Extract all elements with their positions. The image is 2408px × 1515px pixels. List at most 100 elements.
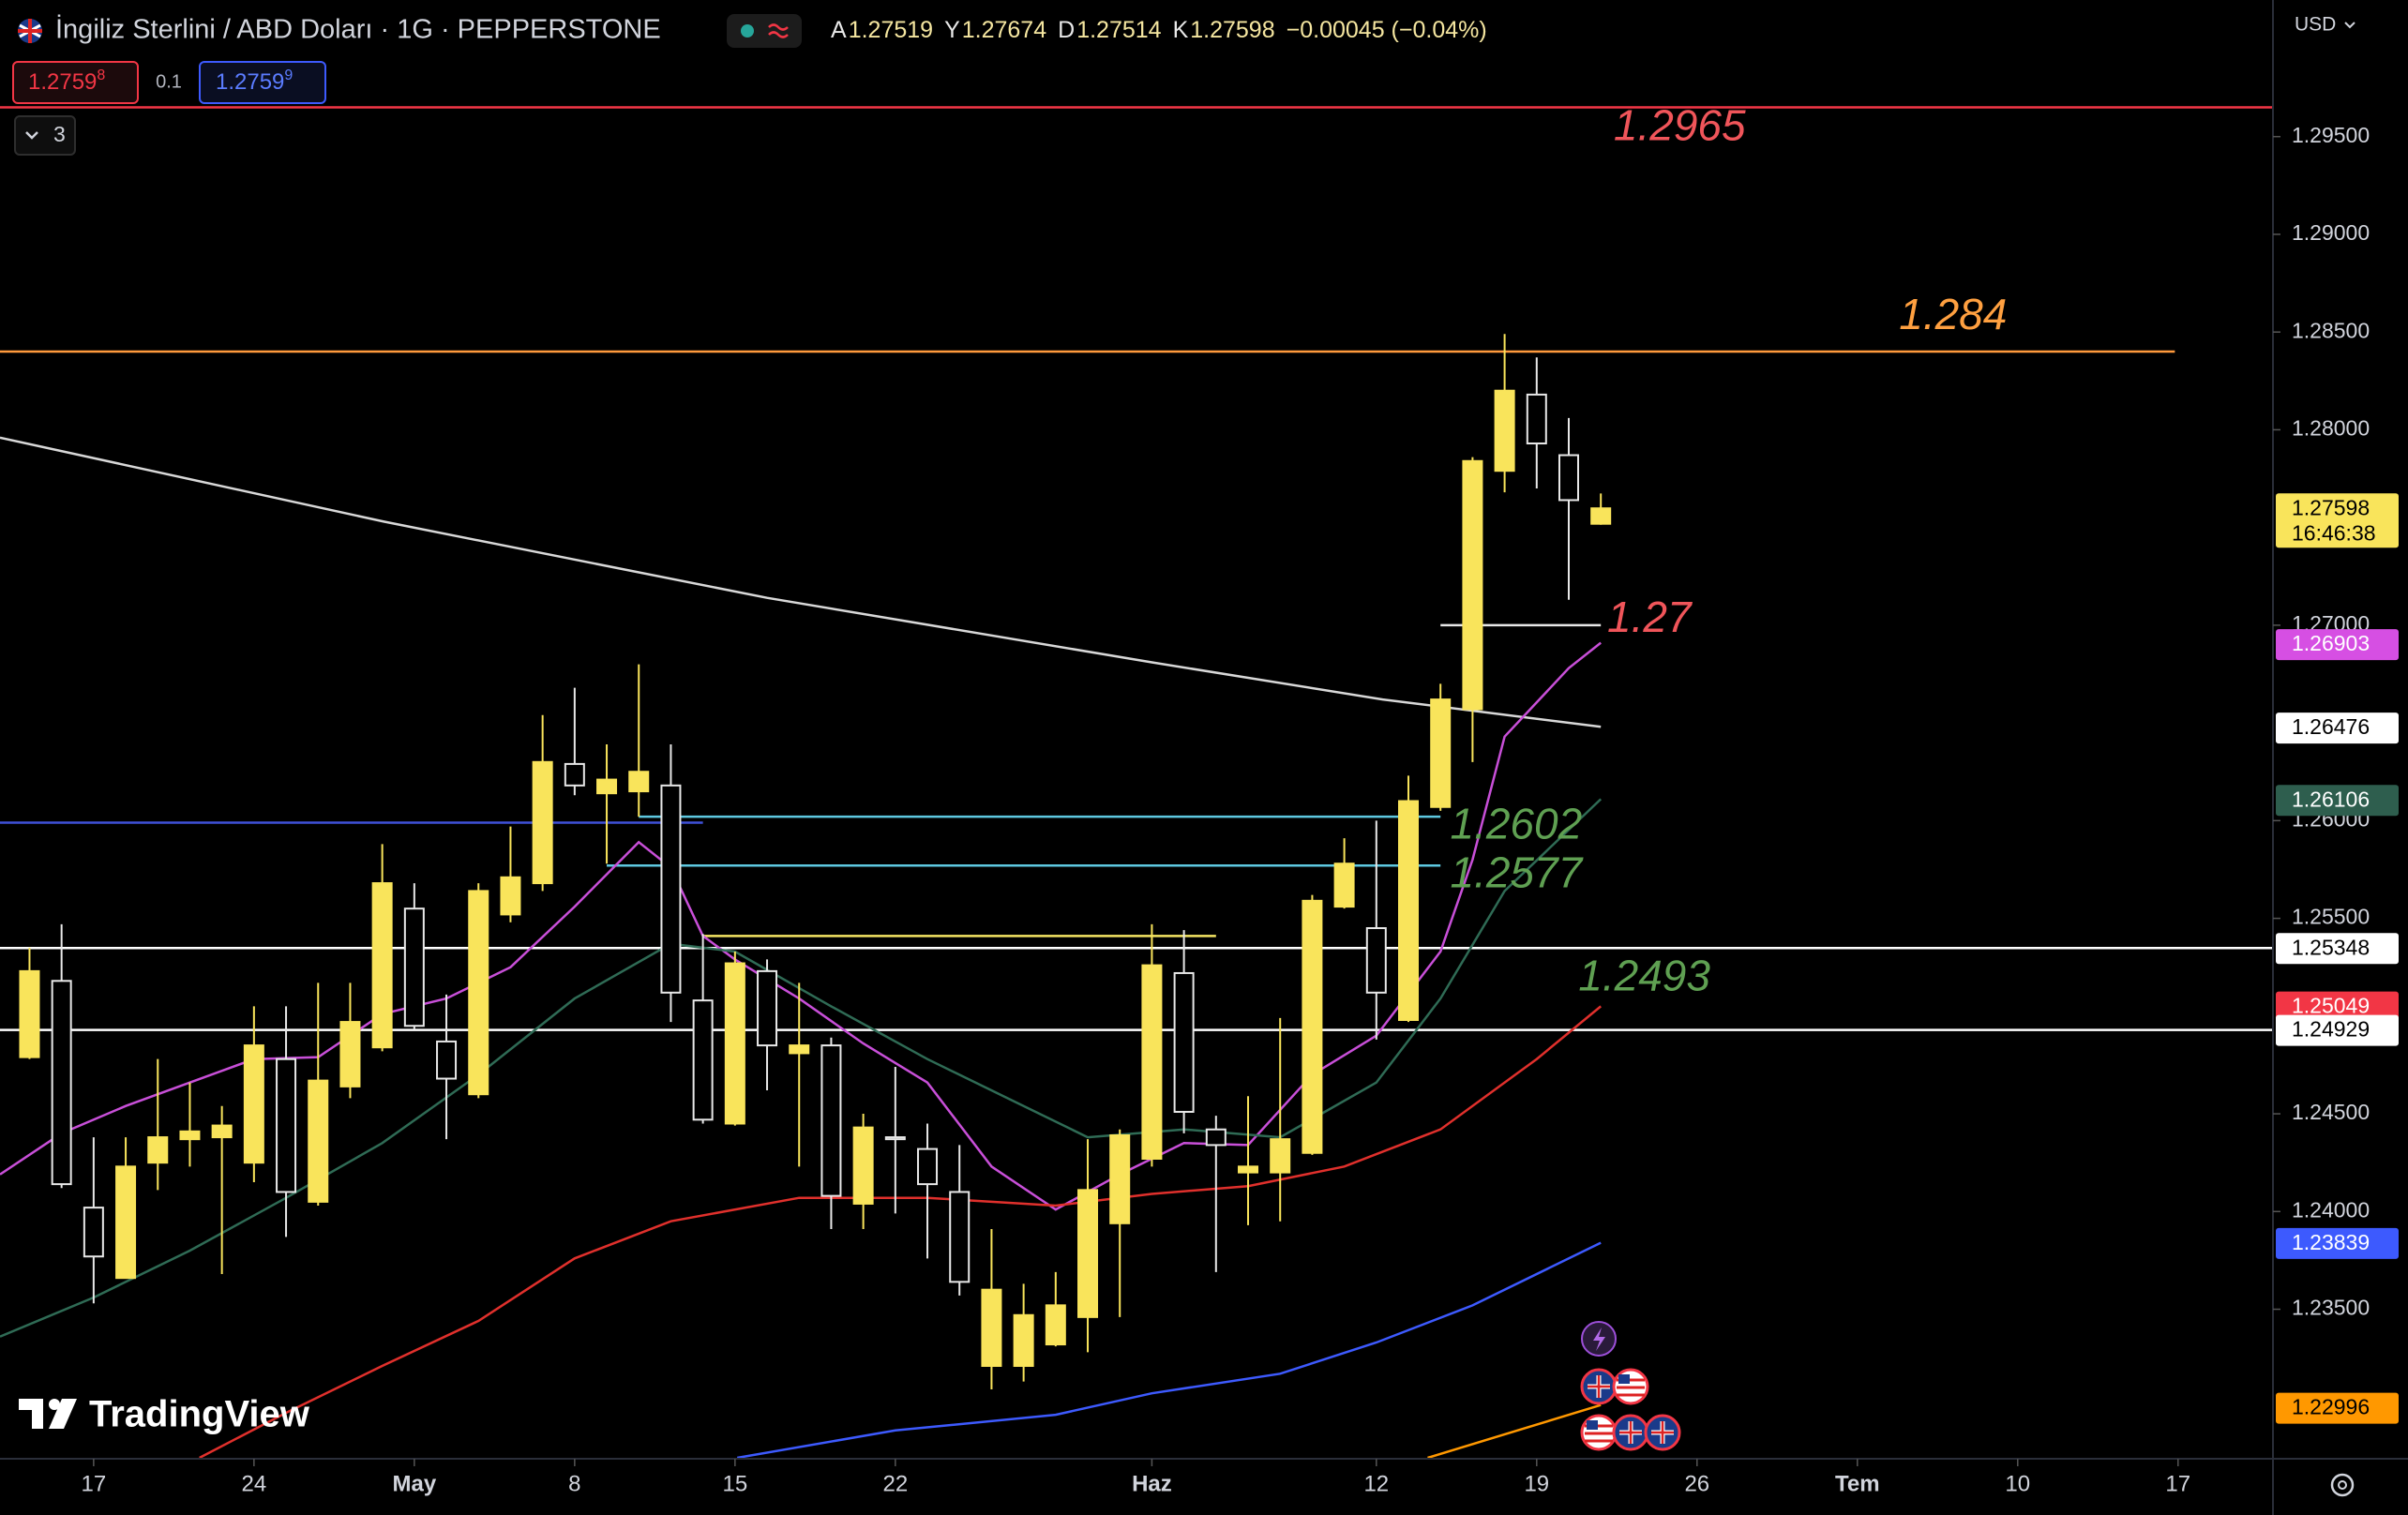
price-badge-box [2276, 712, 2399, 744]
flag-uk[interactable] [1644, 1414, 1681, 1451]
candle-body [1494, 389, 1515, 472]
price-badge-label: 1.24929 [2292, 1017, 2370, 1042]
level-annotation: 1.2577 [1450, 848, 1583, 896]
candle-body [243, 1044, 264, 1164]
candle-body [820, 1044, 842, 1197]
candle-body [371, 882, 393, 1049]
y-tick-label: 1.24500 [2292, 1100, 2370, 1124]
candle-body [211, 1124, 233, 1139]
price-badge-box [2276, 1014, 2399, 1046]
indicators-toggle[interactable]: 3 [14, 115, 76, 156]
candle-body [1526, 393, 1547, 445]
price-badge-box [2276, 629, 2399, 661]
price-badge-box [2276, 1392, 2399, 1424]
price-badge-label: 1.26903 [2292, 631, 2370, 655]
candle-body [83, 1207, 104, 1258]
change: −0.00045 (−0.04%) [1287, 17, 1487, 43]
candle-body [1590, 507, 1612, 525]
x-tick-label: 17 [2165, 1471, 2190, 1496]
x-tick-label: 17 [82, 1471, 107, 1496]
price-badge: 1.26903 [2276, 629, 2399, 661]
buy-price[interactable]: 1.27599 [216, 68, 293, 95]
y-tick-label: 1.29500 [2292, 123, 2370, 147]
candle-body [532, 760, 553, 885]
currency[interactable]: USD [2295, 14, 2336, 36]
symbol-title: İngiliz Sterlini / ABD Doları · 1G · PEP… [55, 14, 661, 45]
candle-body [789, 1044, 810, 1055]
events[interactable] [1580, 1321, 1681, 1451]
candle-body [884, 1136, 906, 1141]
price-badge-label: 1.22996 [2292, 1395, 2370, 1419]
price-badge-box [2276, 1227, 2399, 1259]
logo: TradingView [19, 1394, 310, 1435]
currency-selector[interactable]: USD [2295, 14, 2355, 36]
candle-body [596, 778, 618, 795]
level-annotation: 1.284 [1899, 290, 2007, 338]
flag-us[interactable] [1580, 1414, 1618, 1451]
ohlc-value: 1.27674 [962, 17, 1046, 43]
price-badge-box [2276, 785, 2399, 817]
price-badge: 1.22996 [2276, 1392, 2399, 1424]
pip[interactable]: 9 [284, 68, 293, 83]
price[interactable]: 1.2759 [216, 69, 284, 95]
ohlc-value: 1.27519 [849, 17, 933, 43]
candle-body [628, 771, 650, 793]
candle-body [1205, 1128, 1227, 1147]
price-badge-box [2276, 991, 2399, 1023]
candle-body [1398, 800, 1420, 1021]
pip[interactable]: 8 [97, 68, 105, 83]
candle-body [757, 969, 778, 1047]
price-badge: 1.25348 [2276, 933, 2399, 965]
symbol-flag [18, 19, 42, 43]
sell-button[interactable]: 1.27598 [12, 61, 139, 104]
price[interactable]: 1.2759 [28, 69, 97, 95]
x-tick-label: 10 [2005, 1471, 2030, 1496]
y-tick-label: 1.28000 [2292, 415, 2370, 440]
flag-us[interactable] [1612, 1368, 1649, 1405]
candle-body [115, 1165, 137, 1280]
ohlc-label: Y [944, 17, 960, 43]
level-annotation: 1.27 [1607, 592, 1693, 641]
candle-body [19, 969, 40, 1058]
candle-body [1045, 1304, 1066, 1346]
x-tick-label: 8 [568, 1471, 580, 1496]
candle-body [1141, 964, 1163, 1161]
candle-body [949, 1191, 971, 1283]
status-badge[interactable] [727, 14, 802, 48]
candle-body [500, 876, 521, 916]
flag-uk[interactable] [1612, 1414, 1649, 1451]
x-tick-label: 26 [1684, 1471, 1709, 1496]
ohlc-value: 1.27514 [1076, 17, 1161, 43]
candle-body [339, 1021, 361, 1088]
settings-button[interactable] [2330, 1473, 2355, 1497]
candle-body [1238, 1165, 1259, 1174]
price-badge-label: 1.26476 [2292, 714, 2370, 739]
price-badge-label: 1.25049 [2292, 994, 2370, 1018]
sell-price[interactable]: 1.27598 [28, 68, 105, 95]
candle-body [436, 1040, 458, 1080]
indicator-line [736, 1241, 1602, 1459]
candle-body [276, 1058, 297, 1193]
candle-body [1462, 459, 1483, 711]
flag-uk[interactable] [1580, 1368, 1618, 1405]
buy-button[interactable]: 1.27599 [199, 61, 326, 104]
price-badge-box [2276, 493, 2399, 548]
price-badge-time: 16:46:38 [2292, 520, 2376, 545]
candle-body [692, 999, 714, 1121]
x-tick-label: Tem [1835, 1471, 1880, 1496]
price-badge: 1.26106 [2276, 785, 2399, 817]
indicators-count[interactable]: 3 [53, 122, 66, 146]
candle-body [1430, 698, 1452, 808]
candle-body [51, 980, 72, 1186]
x-tick-label: 19 [1524, 1471, 1549, 1496]
candle-body [981, 1288, 1002, 1367]
ohlc-value: 1.27598 [1190, 17, 1274, 43]
y-tick-label: 1.29000 [2292, 220, 2370, 245]
candle-body [917, 1148, 939, 1186]
x-tick-label: 22 [882, 1471, 908, 1496]
price-badge-box [2276, 933, 2399, 965]
candle-body [1013, 1313, 1034, 1367]
candle-body [403, 908, 425, 1028]
